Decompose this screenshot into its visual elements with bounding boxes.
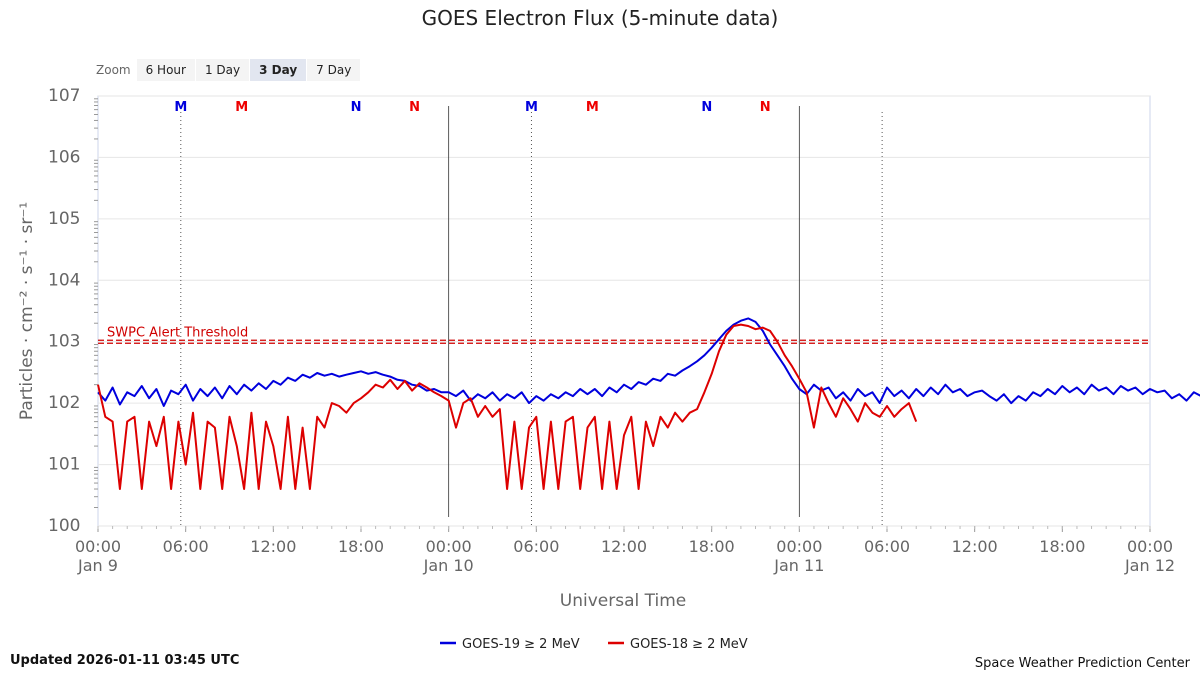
marker-label-n: N (351, 100, 362, 115)
y-tick-label: 107 (48, 86, 80, 106)
x-tick-date-label: Jan 11 (773, 556, 824, 575)
zoom-6-hour-button[interactable]: 6 Hour (136, 59, 195, 81)
x-tick-date-label: Jan 12 (1124, 556, 1175, 575)
y-tick-exponent: 2 (70, 393, 81, 413)
zoom-7-day-button[interactable]: 7 Day (307, 59, 361, 81)
x-tick-label: 00:00 (1127, 537, 1173, 556)
x-tick-label: 06:00 (163, 537, 209, 556)
marker-label-n: N (701, 100, 712, 115)
x-axis-title: Universal Time (560, 591, 686, 611)
y-tick-label: 100 (48, 516, 80, 536)
marker-label-m: M (174, 100, 187, 115)
series-line-goes-18 (97, 323, 918, 490)
y-axis-title: Particles · cm⁻² · s⁻¹ · sr⁻¹ (17, 202, 37, 420)
y-tick-label: 105 (48, 209, 80, 229)
threshold-label: SWPC Alert Threshold (107, 326, 248, 341)
zoom-bar: Zoom 6 Hour 1 Day 3 Day 7 Day (94, 58, 361, 82)
x-tick-label: 06:00 (513, 537, 559, 556)
y-tick-label: 106 (48, 147, 80, 167)
series-line-goes-19 (97, 317, 1200, 407)
x-tick-label: 12:00 (952, 537, 998, 556)
zoom-1-day-button[interactable]: 1 Day (195, 59, 250, 81)
y-tick-label: 103 (48, 332, 80, 352)
legend-label: GOES-18 ≥ 2 MeV (630, 637, 748, 652)
x-tick-label: 00:00 (75, 537, 121, 556)
y-tick-exponent: 3 (70, 332, 81, 352)
y-tick-exponent: 5 (70, 209, 81, 229)
x-tick-date-label: Jan 10 (423, 556, 474, 575)
credit-text: Space Weather Prediction Center (974, 656, 1190, 671)
marker-label-m: M (586, 100, 599, 115)
x-tick-label: 12:00 (250, 537, 296, 556)
chart-title: GOES Electron Flux (5-minute data) (421, 6, 779, 30)
x-tick-label: 00:00 (426, 537, 472, 556)
x-tick-date-label: Jan 9 (77, 556, 118, 575)
x-tick-label: 18:00 (689, 537, 735, 556)
marker-label-m: M (525, 100, 538, 115)
marker-label-n: N (409, 100, 420, 115)
x-tick-label: 12:00 (601, 537, 647, 556)
y-tick-label: 101 (48, 455, 80, 475)
updated-timestamp: Updated 2026-01-11 03:45 UTC (10, 653, 240, 668)
y-tick-label: 102 (48, 393, 80, 413)
marker-label-n: N (760, 100, 771, 115)
zoom-3-day-button[interactable]: 3 Day (250, 59, 307, 81)
y-tick-exponent: 0 (70, 516, 81, 536)
marker-label-m: M (235, 100, 248, 115)
y-tick-label: 104 (48, 270, 80, 290)
y-tick-exponent: 7 (70, 86, 81, 106)
x-tick-label: 18:00 (1039, 537, 1085, 556)
zoom-label: Zoom (96, 63, 131, 77)
x-tick-label: 00:00 (776, 537, 822, 556)
legend-label: GOES-19 ≥ 2 MeV (462, 637, 580, 652)
y-tick-exponent: 1 (70, 455, 81, 475)
y-tick-exponent: 6 (70, 147, 81, 167)
x-tick-label: 18:00 (338, 537, 384, 556)
y-tick-exponent: 4 (70, 270, 81, 290)
x-tick-label: 06:00 (864, 537, 910, 556)
